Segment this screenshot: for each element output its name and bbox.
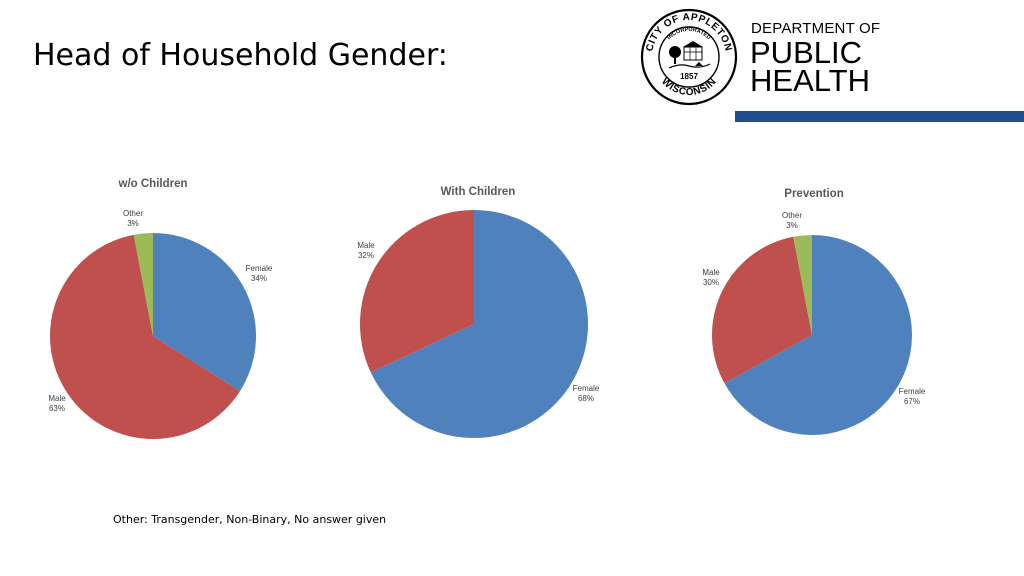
dept-line-1: DEPARTMENT OF (751, 20, 881, 37)
appleton-public-health-logo: CITY OF APPLETON INCORPORATED WISCONSIN … (640, 8, 1024, 126)
pie-label-other: Other 3% (782, 211, 802, 230)
pie-label-female: Female 34% (246, 264, 273, 283)
pie-slice-female (153, 233, 257, 392)
city-seal-icon: CITY OF APPLETON INCORPORATED WISCONSIN … (640, 8, 738, 106)
pie-slice-male (711, 236, 812, 384)
pie-title: With Children (441, 186, 516, 198)
dept-line-2: PUBLIC (750, 35, 862, 70)
pie-slice-female (370, 210, 588, 439)
pie-slice-female (724, 235, 912, 435)
pie-label-female: Female 67% (899, 387, 926, 406)
seal-year: 1857 (680, 72, 698, 81)
pie-label-male: Male 30% (702, 268, 720, 287)
pie-slice-other (793, 235, 812, 335)
pie-title: w/o Children (118, 178, 188, 190)
dept-line-3: HEALTH (750, 63, 871, 98)
pie-label-male: Male 32% (357, 241, 375, 260)
pie-chart-2: With Children Female 68% Male 32% (357, 186, 600, 439)
slide-title: Head of Household Gender: (33, 38, 448, 73)
pie-chart-3: Prevention Female 67% Male 30% Other 3% (702, 188, 926, 435)
pie-label-male: Male 63% (48, 394, 66, 413)
pie-title: Prevention (784, 188, 843, 200)
pie-slice-male (359, 210, 474, 373)
pie-slice-male (50, 234, 240, 439)
seal-scene-icon (668, 41, 711, 69)
pie-label-female: Female 68% (573, 384, 600, 403)
footnote: Other: Transgender, Non-Binary, No answe… (113, 513, 387, 526)
pie-chart-1: w/o Children Female 34% Male 63% Other 3% (48, 178, 273, 439)
pie-label-other: Other 3% (123, 209, 143, 228)
header-accent-bar (735, 111, 1024, 122)
pie-slice-other (133, 233, 153, 336)
